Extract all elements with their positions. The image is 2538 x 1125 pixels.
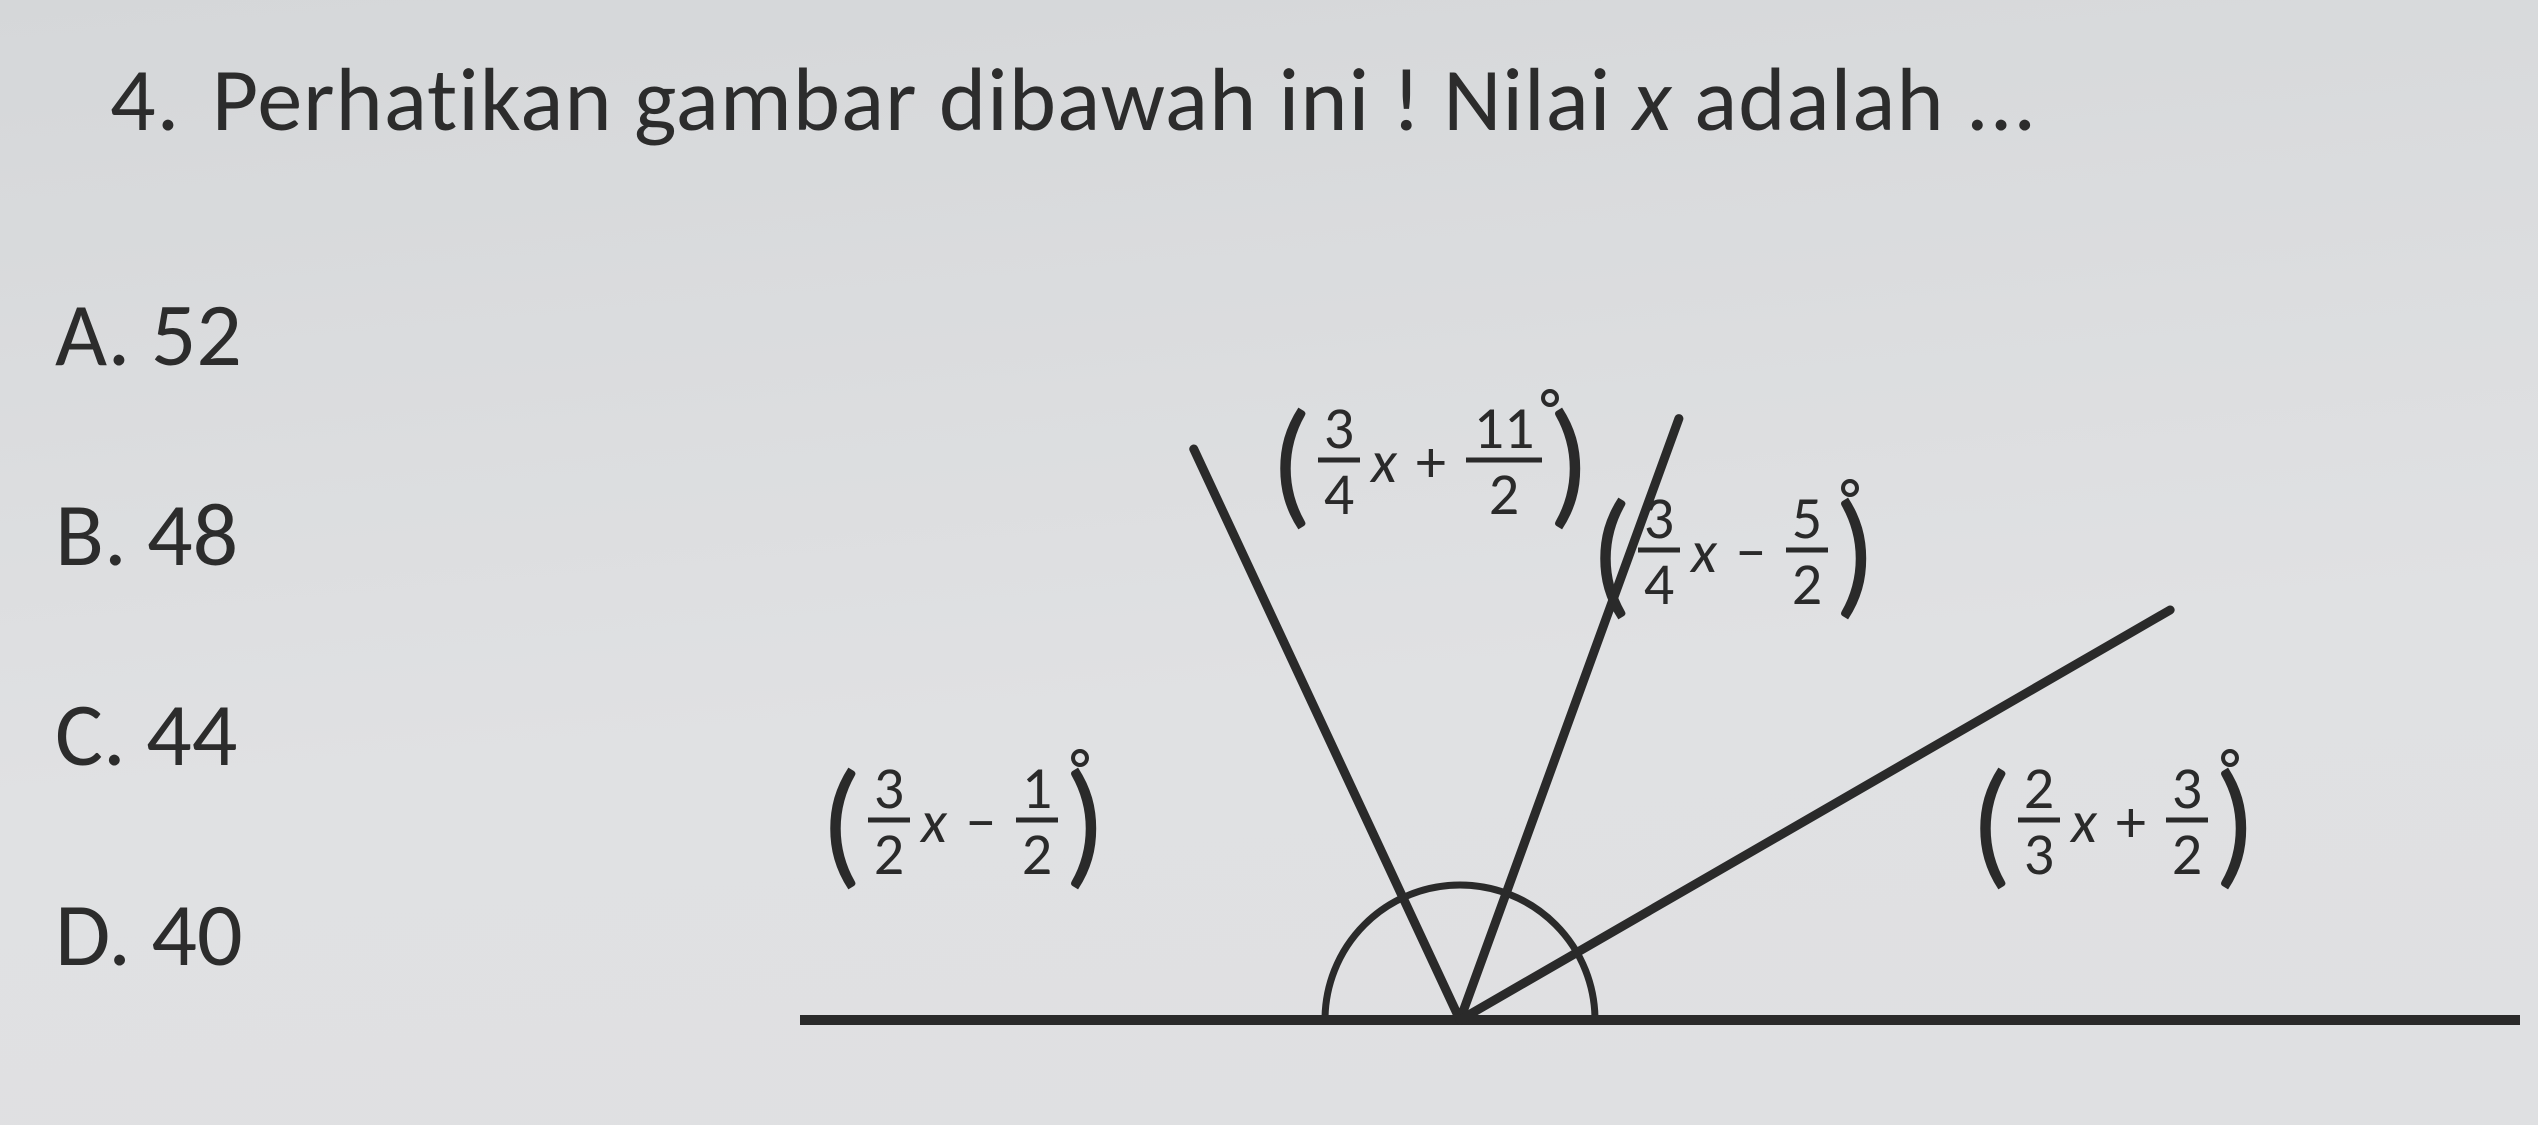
frac-num: 11: [1474, 392, 1535, 465]
option-a: A. 52: [55, 290, 243, 380]
arc-semicircle: [1325, 885, 1595, 1020]
ray-right: [1460, 610, 2170, 1020]
question-line: 4. Perhatikan gambar dibawah ini ! Nilai…: [110, 45, 2037, 155]
frac-den: 2: [1792, 548, 1822, 621]
option-value: 48: [147, 480, 238, 590]
frac-num: 5: [1792, 482, 1822, 555]
frac-num: 1: [1022, 752, 1052, 825]
frac-den: 4: [1644, 548, 1674, 621]
option-value: 40: [151, 880, 242, 990]
option-label: A.: [55, 280, 130, 390]
paren-left-icon: (: [820, 737, 862, 908]
frac-num: 3: [1644, 482, 1674, 555]
expr-x: x: [919, 786, 948, 859]
expr-op: +: [2116, 786, 2146, 859]
option-value: 44: [146, 680, 237, 790]
paren-left-icon: (: [1270, 377, 1312, 548]
frac-num: 3: [1324, 392, 1354, 465]
frac-num: 2: [2024, 752, 2054, 825]
expr-x: x: [2069, 786, 2098, 859]
frac-den: 2: [2172, 818, 2202, 891]
option-label: D.: [55, 880, 131, 990]
angle1-left: (32x−12): [820, 737, 1106, 908]
paren-left-icon: (: [1590, 467, 1632, 638]
frac-num: 3: [874, 752, 904, 825]
expr-op: −: [1736, 516, 1766, 589]
expr-x: x: [1689, 516, 1718, 589]
angle-diagram-svg: (32x−12)(34x+112)(34x−52)(23x+32): [840, 230, 2520, 1110]
frac-num: 3: [2172, 752, 2202, 825]
question-variable: x: [1633, 45, 1673, 155]
expr-op: +: [1416, 426, 1446, 499]
question-text-before: Perhatikan gambar dibawah ini ! Nilai: [212, 45, 1633, 155]
expr-op: −: [966, 786, 996, 859]
expr-x: x: [1369, 426, 1398, 499]
paren-left-icon: (: [1970, 737, 2012, 908]
options-list: A. 52 B. 48 C. 44 D. 40: [55, 290, 243, 980]
ray-left: [1194, 449, 1460, 1020]
angle-diagram: (32x−12)(34x+112)(34x−52)(23x+32): [840, 230, 2520, 1110]
frac-den: 3: [2024, 818, 2054, 891]
option-d: D. 40: [55, 890, 243, 980]
frac-den: 2: [1489, 458, 1519, 531]
option-label: C.: [55, 680, 126, 790]
option-label: B.: [55, 480, 127, 590]
angle2-midleft: (34x+112): [1270, 377, 1590, 548]
frac-den: 2: [1022, 818, 1052, 891]
option-c: C. 44: [55, 690, 243, 780]
option-value: 52: [151, 280, 242, 390]
question-number: 4.: [110, 45, 180, 155]
frac-den: 2: [874, 818, 904, 891]
option-b: B. 48: [55, 490, 243, 580]
angle4-right: (23x+32): [1970, 737, 2256, 908]
question-text-after: adalah ...: [1694, 45, 2037, 155]
frac-den: 4: [1324, 458, 1354, 531]
